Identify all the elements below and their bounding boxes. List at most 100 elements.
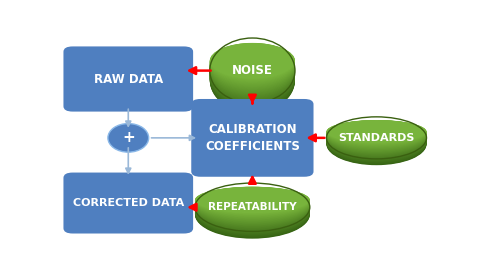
Ellipse shape: [326, 122, 426, 158]
Ellipse shape: [326, 123, 426, 163]
Text: REPEATABILITY: REPEATABILITY: [208, 202, 297, 212]
Ellipse shape: [195, 188, 310, 222]
Ellipse shape: [326, 120, 426, 146]
Ellipse shape: [195, 189, 310, 227]
Ellipse shape: [326, 123, 426, 164]
Ellipse shape: [195, 190, 310, 235]
Ellipse shape: [326, 122, 426, 157]
Ellipse shape: [210, 46, 295, 100]
Ellipse shape: [210, 44, 295, 88]
Ellipse shape: [326, 120, 426, 147]
Ellipse shape: [210, 46, 295, 102]
Ellipse shape: [326, 122, 426, 159]
Ellipse shape: [326, 123, 426, 164]
Ellipse shape: [326, 120, 426, 144]
Ellipse shape: [326, 123, 426, 162]
Ellipse shape: [210, 45, 295, 93]
Ellipse shape: [326, 120, 426, 144]
Ellipse shape: [195, 188, 310, 224]
Ellipse shape: [326, 121, 426, 150]
Ellipse shape: [326, 122, 426, 156]
Ellipse shape: [195, 189, 310, 231]
Ellipse shape: [210, 48, 295, 111]
Ellipse shape: [195, 189, 310, 232]
Ellipse shape: [326, 121, 426, 153]
Ellipse shape: [210, 47, 295, 109]
Text: STANDARDS: STANDARDS: [338, 133, 415, 143]
Ellipse shape: [195, 189, 310, 233]
Ellipse shape: [195, 190, 310, 236]
Ellipse shape: [326, 121, 426, 150]
Ellipse shape: [210, 45, 295, 95]
Ellipse shape: [195, 188, 310, 218]
Text: +: +: [122, 130, 135, 145]
Ellipse shape: [326, 121, 426, 154]
Ellipse shape: [326, 123, 426, 161]
Ellipse shape: [210, 45, 295, 94]
Ellipse shape: [326, 121, 426, 148]
Ellipse shape: [195, 187, 310, 217]
Ellipse shape: [210, 46, 295, 99]
Ellipse shape: [210, 46, 295, 98]
Ellipse shape: [210, 44, 295, 88]
Ellipse shape: [326, 123, 426, 165]
Ellipse shape: [195, 187, 310, 218]
Ellipse shape: [326, 121, 426, 151]
Ellipse shape: [326, 122, 426, 155]
Ellipse shape: [195, 189, 310, 228]
Ellipse shape: [326, 121, 426, 147]
Ellipse shape: [210, 46, 295, 104]
FancyBboxPatch shape: [64, 173, 193, 233]
Ellipse shape: [326, 121, 426, 149]
Ellipse shape: [210, 43, 295, 79]
Ellipse shape: [195, 189, 310, 226]
Ellipse shape: [210, 46, 295, 103]
Ellipse shape: [195, 189, 310, 230]
Ellipse shape: [195, 188, 310, 221]
Ellipse shape: [210, 47, 295, 108]
Ellipse shape: [210, 44, 295, 84]
Ellipse shape: [210, 47, 295, 105]
Ellipse shape: [195, 188, 310, 225]
Ellipse shape: [210, 45, 295, 92]
Ellipse shape: [195, 188, 310, 222]
Text: CORRECTED DATA: CORRECTED DATA: [73, 198, 184, 208]
Ellipse shape: [326, 122, 426, 160]
Ellipse shape: [195, 190, 310, 234]
Ellipse shape: [326, 121, 426, 152]
Ellipse shape: [210, 44, 295, 85]
Ellipse shape: [210, 48, 295, 113]
Ellipse shape: [326, 122, 426, 156]
Ellipse shape: [210, 45, 295, 91]
Ellipse shape: [210, 43, 295, 82]
Ellipse shape: [326, 121, 426, 155]
Ellipse shape: [210, 44, 295, 87]
Ellipse shape: [210, 43, 295, 83]
Ellipse shape: [195, 190, 310, 238]
Ellipse shape: [195, 188, 310, 224]
Ellipse shape: [210, 46, 295, 101]
Ellipse shape: [195, 187, 310, 213]
Ellipse shape: [195, 189, 310, 233]
Ellipse shape: [210, 47, 295, 109]
Ellipse shape: [326, 123, 426, 161]
Ellipse shape: [195, 190, 310, 237]
Ellipse shape: [195, 187, 310, 216]
Ellipse shape: [195, 187, 310, 216]
Ellipse shape: [326, 122, 426, 159]
Ellipse shape: [195, 188, 310, 223]
Ellipse shape: [195, 189, 310, 232]
Ellipse shape: [210, 46, 295, 97]
Ellipse shape: [326, 121, 426, 152]
Ellipse shape: [210, 46, 295, 102]
Ellipse shape: [210, 44, 295, 89]
Ellipse shape: [195, 187, 310, 214]
Ellipse shape: [108, 124, 149, 152]
Ellipse shape: [326, 120, 426, 143]
Ellipse shape: [210, 43, 295, 80]
Ellipse shape: [210, 47, 295, 106]
Ellipse shape: [195, 188, 310, 220]
Ellipse shape: [195, 188, 310, 220]
FancyBboxPatch shape: [191, 99, 314, 177]
Ellipse shape: [195, 188, 310, 226]
